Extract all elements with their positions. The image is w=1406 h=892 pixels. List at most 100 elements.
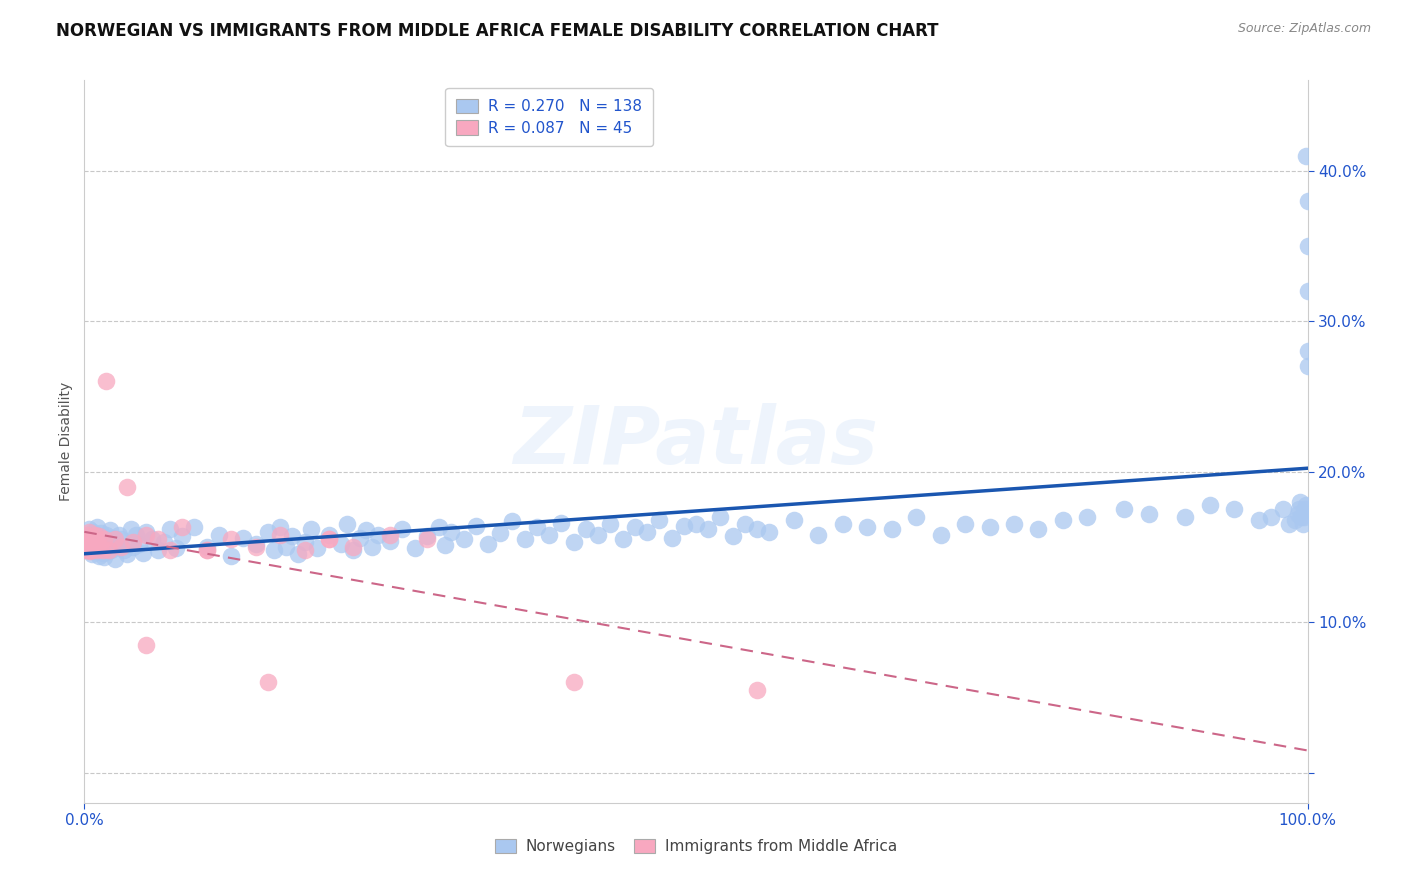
Point — [172, 529, 194, 543]
Point — [80, 548, 103, 562]
Point — [599, 517, 621, 532]
Point — [219, 549, 242, 563]
Point — [1296, 344, 1319, 359]
Point — [101, 531, 124, 545]
Point — [105, 540, 128, 554]
Point — [575, 522, 598, 536]
Point — [104, 533, 127, 547]
Point — [97, 542, 120, 557]
Point — [195, 540, 218, 554]
Point — [1002, 517, 1025, 532]
Point — [159, 522, 181, 536]
Point — [1296, 359, 1319, 374]
Point — [434, 538, 457, 552]
Point — [110, 540, 132, 554]
Point — [122, 540, 145, 554]
Point — [758, 524, 780, 539]
Point — [453, 533, 475, 547]
Point — [245, 537, 267, 551]
Point — [380, 533, 402, 548]
Point — [195, 542, 218, 557]
Point — [294, 542, 316, 557]
Point — [747, 522, 769, 536]
Point — [648, 513, 671, 527]
Point — [330, 537, 353, 551]
Point — [110, 533, 132, 547]
Point — [87, 529, 110, 543]
Point — [856, 520, 879, 534]
Y-axis label: Female Disability: Female Disability — [59, 382, 73, 501]
Point — [82, 535, 104, 549]
Point — [360, 540, 382, 554]
Point — [513, 533, 536, 547]
Point — [562, 675, 585, 690]
Point — [89, 537, 111, 551]
Point — [661, 531, 683, 545]
Point — [97, 544, 120, 558]
Point — [96, 375, 118, 389]
Point — [318, 533, 340, 547]
Point — [464, 519, 486, 533]
Point — [83, 544, 105, 558]
Point — [342, 542, 364, 557]
Point — [93, 533, 115, 547]
Point — [905, 509, 928, 524]
Point — [219, 533, 242, 547]
Point — [87, 541, 110, 556]
Legend: Norwegians, Immigrants from Middle Africa: Norwegians, Immigrants from Middle Afric… — [489, 832, 903, 860]
Point — [82, 524, 104, 539]
Point — [80, 542, 103, 557]
Point — [86, 540, 108, 554]
Point — [287, 548, 309, 562]
Point — [135, 638, 157, 652]
Point — [245, 540, 267, 554]
Point — [75, 533, 97, 547]
Point — [84, 528, 107, 542]
Point — [1291, 509, 1313, 524]
Point — [721, 529, 744, 543]
Point — [416, 533, 439, 547]
Point — [100, 542, 122, 557]
Point — [91, 533, 114, 547]
Point — [953, 517, 976, 532]
Point — [502, 514, 524, 528]
Point — [477, 537, 499, 551]
Point — [281, 529, 304, 543]
Point — [91, 542, 114, 557]
Point — [367, 528, 389, 542]
Point — [87, 549, 110, 563]
Point — [734, 517, 756, 532]
Point — [1223, 502, 1246, 516]
Point — [299, 522, 322, 536]
Point — [354, 524, 377, 538]
Point — [1272, 502, 1295, 516]
Point — [128, 537, 150, 551]
Point — [263, 542, 285, 557]
Point — [77, 537, 100, 551]
Point — [1198, 498, 1220, 512]
Point — [91, 546, 114, 560]
Point — [153, 535, 176, 549]
Point — [146, 542, 169, 557]
Point — [75, 542, 97, 557]
Point — [416, 529, 439, 543]
Point — [93, 550, 115, 565]
Point — [336, 517, 359, 532]
Point — [807, 528, 830, 542]
Point — [440, 524, 463, 539]
Point — [294, 535, 316, 549]
Point — [1278, 517, 1301, 532]
Point — [89, 540, 111, 554]
Point — [636, 524, 658, 539]
Point — [1289, 494, 1312, 508]
Point — [208, 528, 231, 542]
Point — [1295, 148, 1317, 162]
Point — [672, 519, 695, 533]
Point — [86, 520, 108, 534]
Point — [195, 542, 218, 557]
Point — [1292, 517, 1315, 532]
Point — [489, 526, 512, 541]
Point — [96, 528, 118, 542]
Point — [427, 520, 450, 534]
Point — [141, 533, 163, 547]
